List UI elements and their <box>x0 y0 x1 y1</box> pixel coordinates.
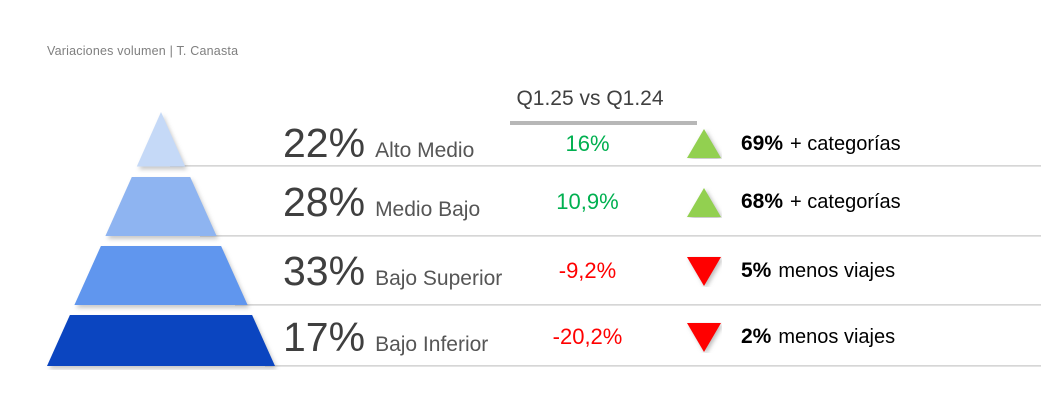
trend-indicator <box>675 128 733 159</box>
up-triangle-icon <box>687 129 721 158</box>
note-text: + categorías <box>790 132 901 155</box>
volume-share-value: 28% <box>283 178 366 225</box>
note-cell: 5% menos viajes <box>741 259 895 283</box>
pyramid-segment-medio-bajo <box>105 177 217 236</box>
table-row: 28% Medio Bajo 10,9% 68% + categorías <box>283 168 1044 236</box>
variation-value: -9,2% <box>558 258 617 283</box>
variation-value: 16% <box>565 130 610 156</box>
note-highlight: 69% <box>741 131 784 155</box>
pyramid-segment-bajo-superior <box>74 246 248 305</box>
segment-cell: 28% Medio Bajo <box>283 178 500 225</box>
note-highlight: 2% <box>741 325 772 348</box>
volume-share-value: 22% <box>283 120 366 166</box>
note-cell: 68% + categorías <box>741 190 901 214</box>
variation-value: 10,9% <box>556 189 619 214</box>
pyramid-segment-alto-medio <box>136 112 186 167</box>
table-row: 17% Bajo Inferior -20,2% 2% menos viajes <box>283 306 1044 368</box>
table-row: 33% Bajo Superior -9,2% 5% menos viajes <box>283 237 1044 305</box>
segment-cell: 33% Bajo Superior <box>283 247 503 294</box>
down-triangle-icon <box>687 322 721 352</box>
segment-cell: 22% Alto Medio <box>283 123 500 164</box>
page-title: Variaciones volumen | T. Canasta <box>47 44 239 58</box>
table-row: 22% Alto Medio 16% 69% + categorías <box>283 121 1044 166</box>
note-text: menos viajes <box>778 260 896 282</box>
up-triangle-icon <box>687 187 721 217</box>
segment-cell: 17% Bajo Inferior <box>283 313 500 360</box>
volume-share-value: 33% <box>283 247 366 294</box>
variation-value: -20,2% <box>552 324 623 349</box>
note-cell: 69% + categorías <box>741 132 901 156</box>
down-triangle-icon <box>687 256 721 286</box>
pyramid-chart <box>47 112 275 366</box>
note-highlight: 68% <box>741 190 784 213</box>
segment-label: Medio Bajo <box>375 197 481 221</box>
note-highlight: 5% <box>741 259 772 282</box>
note-cell: 2% menos viajes <box>741 325 895 349</box>
segment-label: Bajo Superior <box>375 266 503 290</box>
note-text: menos viajes <box>778 326 896 348</box>
pyramid-segment-bajo-inferior <box>47 315 275 366</box>
note-text: + categorías <box>790 191 901 213</box>
trend-indicator <box>675 322 733 353</box>
volume-share-value: 17% <box>283 313 366 360</box>
comparison-header: Q1.25 vs Q1.24 <box>516 87 664 110</box>
trend-indicator <box>675 256 733 287</box>
segment-label: Alto Medio <box>375 139 475 162</box>
row-divider <box>235 304 1041 306</box>
segment-label: Bajo Inferior <box>375 332 489 356</box>
row-divider <box>170 165 1041 167</box>
trend-indicator <box>675 187 733 218</box>
row-divider <box>265 365 1041 367</box>
comparison-header-underline <box>510 121 697 125</box>
row-divider <box>200 235 1041 237</box>
